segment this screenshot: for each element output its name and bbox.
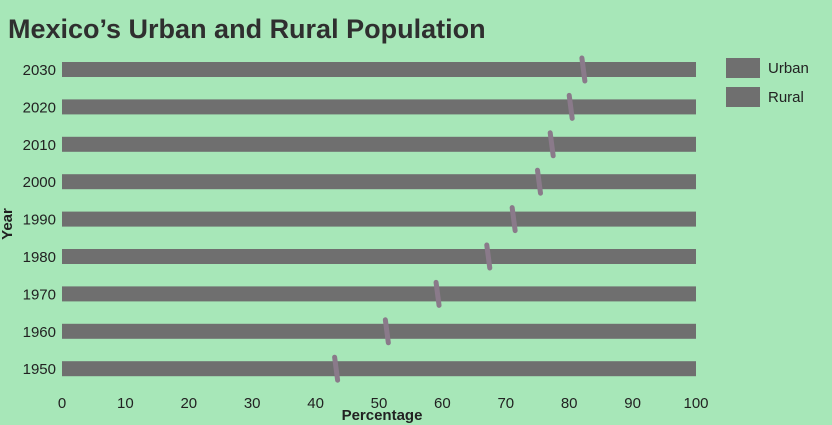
- divider-1980: [484, 242, 493, 271]
- y-tick-labels: 2030 2020 2010 2000 1990 1980 1970 1960 1950: [23, 62, 56, 378]
- bar-rural-2020: [569, 99, 696, 115]
- x-tick-10: 10: [117, 395, 134, 412]
- divider-2020: [566, 92, 575, 121]
- legend-label-rural: Rural: [768, 89, 804, 106]
- bar-urban-1960: [62, 323, 386, 339]
- bars-group: [62, 55, 696, 383]
- x-tick-80: 80: [561, 395, 578, 412]
- y-axis-label: Year: [0, 208, 16, 240]
- x-tick-30: 30: [244, 395, 261, 412]
- divider-1960: [382, 317, 391, 346]
- bar-urban-1950: [62, 361, 335, 377]
- bar-rural-1970: [436, 286, 696, 302]
- bar-rural-1960: [385, 323, 696, 339]
- x-tick-20: 20: [180, 395, 197, 412]
- bar-rural-2030: [581, 62, 696, 77]
- y-tick-1970: 1970: [23, 286, 56, 303]
- x-tick-40: 40: [307, 395, 324, 412]
- bar-rural-1980: [486, 249, 696, 264]
- y-tick-2020: 2020: [23, 99, 56, 116]
- divider-2030: [579, 55, 588, 84]
- divider-2010: [547, 130, 556, 159]
- y-tick-1950: 1950: [23, 361, 56, 378]
- bar-rural-2000: [537, 174, 696, 190]
- y-tick-2030: 2030: [23, 62, 56, 79]
- y-tick-1990: 1990: [23, 212, 56, 229]
- legend: Urban Rural: [726, 58, 809, 107]
- bar-rural-1950: [334, 361, 696, 377]
- x-tick-labels: 0 10 20 30 40 50 60 70 80 90 100: [58, 395, 709, 412]
- y-tick-1960: 1960: [23, 324, 56, 341]
- x-tick-50: 50: [371, 395, 388, 412]
- divider-1950: [332, 354, 341, 383]
- legend-label-urban: Urban: [768, 60, 809, 77]
- legend-swatch-rural: [726, 87, 760, 107]
- bar-urban-1980: [62, 249, 487, 264]
- bar-rural-2010: [550, 136, 696, 152]
- bar-urban-1970: [62, 286, 437, 302]
- x-tick-100: 100: [683, 395, 708, 412]
- divider-2000: [535, 167, 543, 196]
- bar-rural-1990: [512, 211, 696, 227]
- bar-urban-2020: [62, 99, 570, 115]
- x-tick-70: 70: [497, 395, 514, 412]
- x-axis-label: Percentage: [342, 407, 423, 424]
- legend-swatch-urban: [726, 58, 760, 78]
- y-tick-2000: 2000: [23, 174, 56, 191]
- bar-urban-2010: [62, 136, 551, 152]
- y-tick-2010: 2010: [23, 137, 56, 154]
- x-tick-90: 90: [624, 395, 641, 412]
- x-tick-0: 0: [58, 395, 66, 412]
- x-tick-60: 60: [434, 395, 451, 412]
- bar-urban-2030: [62, 62, 582, 77]
- chart-title: Mexico’s Urban and Rural Population: [8, 14, 486, 44]
- divider-1970: [433, 279, 442, 308]
- divider-1990: [509, 205, 518, 234]
- bar-urban-2000: [62, 174, 538, 190]
- y-tick-1980: 1980: [23, 249, 56, 266]
- bar-urban-1990: [62, 211, 513, 227]
